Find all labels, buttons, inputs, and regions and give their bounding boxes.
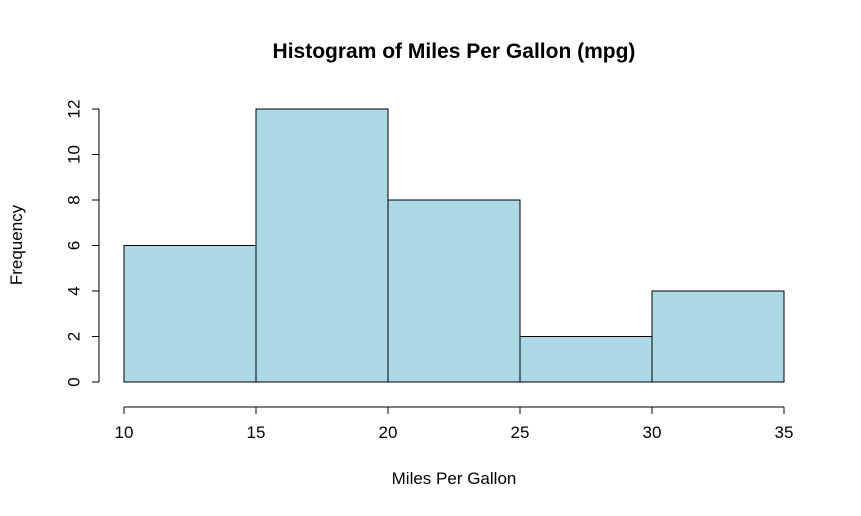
x-axis: 10 15 20 25 30 35 bbox=[115, 406, 794, 442]
y-tick-label-8: 8 bbox=[65, 195, 84, 204]
x-tick-label-35: 35 bbox=[775, 423, 794, 442]
chart-title: Histogram of Miles Per Gallon (mpg) bbox=[273, 40, 636, 63]
x-axis-label: Miles Per Gallon bbox=[392, 469, 517, 488]
histogram-bar-25-30 bbox=[519, 336, 653, 383]
bars-group bbox=[123, 108, 785, 383]
y-tick-label-12: 12 bbox=[65, 100, 84, 119]
y-tick-label-4: 4 bbox=[65, 286, 84, 295]
y-axis-label: Frequency bbox=[7, 204, 26, 285]
histogram-bar-20-25 bbox=[387, 199, 521, 383]
histogram-bar-30-35 bbox=[651, 290, 785, 383]
x-tick-label-10: 10 bbox=[115, 423, 134, 442]
y-tick-label-10: 10 bbox=[65, 145, 84, 164]
y-tick-label-6: 6 bbox=[65, 241, 84, 250]
y-tick-label-0: 0 bbox=[65, 377, 84, 386]
histogram-bar-15-20 bbox=[255, 108, 389, 383]
x-tick-label-20: 20 bbox=[379, 423, 398, 442]
x-tick-label-30: 30 bbox=[643, 423, 662, 442]
x-tick-label-25: 25 bbox=[511, 423, 530, 442]
x-tick-label-15: 15 bbox=[247, 423, 266, 442]
histogram-bar-10-15 bbox=[123, 245, 257, 383]
y-tick-label-2: 2 bbox=[65, 332, 84, 341]
y-axis: 0 2 4 6 8 10 12 bbox=[65, 100, 100, 387]
